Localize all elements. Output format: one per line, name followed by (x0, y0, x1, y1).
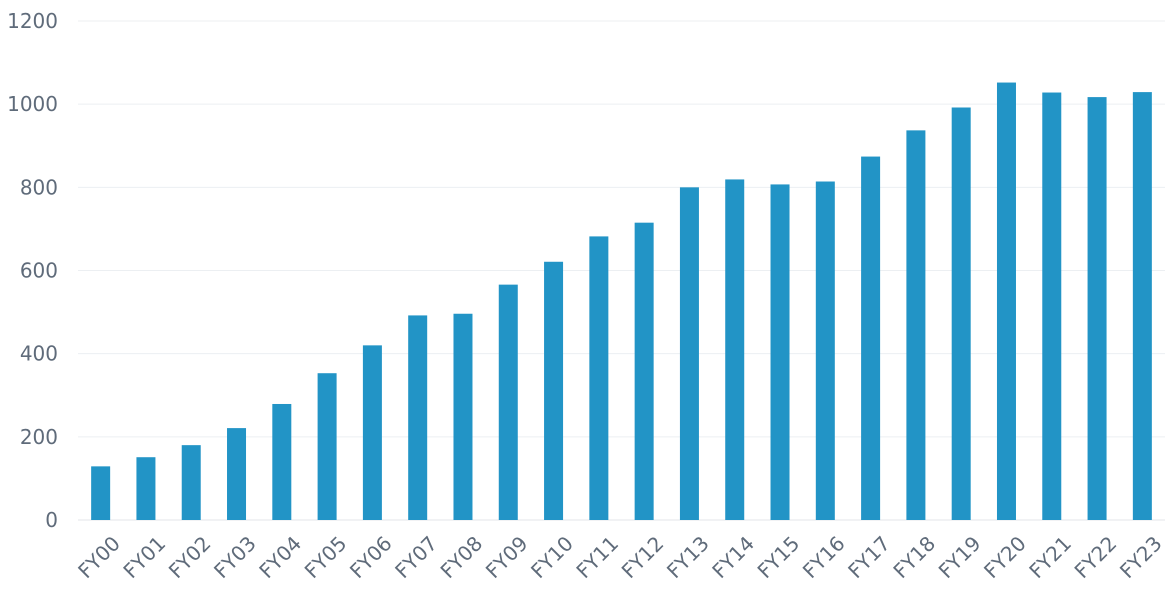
bar-fy11 (589, 236, 609, 520)
x-tick-label: FY22 (1070, 531, 1122, 583)
x-tick-label: FY23 (1115, 531, 1167, 583)
x-tick-label: FY18 (888, 531, 940, 583)
bar-fy13 (679, 187, 699, 521)
x-axis: FY00FY01FY02FY03FY04FY05FY06FY07FY08FY09… (73, 531, 1166, 583)
y-tick-label: 1000 (7, 92, 58, 116)
bar-fy21 (1042, 92, 1062, 521)
bar-fy04 (272, 403, 292, 520)
bar-fy03 (227, 428, 247, 520)
y-tick-label: 0 (45, 508, 58, 532)
y-tick-label: 1200 (7, 9, 58, 33)
x-tick-label: FY03 (209, 531, 261, 583)
bar-fy20 (996, 82, 1016, 520)
x-tick-label: FY11 (571, 531, 623, 583)
bar-fy22 (1087, 97, 1107, 520)
bars (91, 82, 1152, 521)
x-tick-label: FY10 (526, 531, 578, 583)
x-tick-label: FY13 (662, 531, 714, 583)
bar-fy12 (634, 222, 654, 520)
x-tick-label: FY04 (254, 531, 306, 583)
bar-fy09 (498, 284, 518, 520)
x-tick-label: FY08 (436, 531, 488, 583)
bar-fy01 (136, 457, 156, 520)
bar-fy23 (1132, 92, 1152, 521)
bar-fy18 (906, 130, 926, 520)
bar-fy15 (770, 184, 790, 521)
x-tick-label: FY00 (73, 531, 125, 583)
x-tick-label: FY17 (843, 531, 895, 583)
bar-fy05 (317, 373, 337, 520)
y-tick-label: 400 (20, 342, 58, 366)
bar-fy19 (951, 107, 971, 520)
x-tick-label: FY14 (707, 531, 759, 583)
y-axis: 0 200 400 600 800 1000 1200 (7, 9, 58, 532)
bar-fy00 (91, 466, 111, 520)
x-tick-label: FY21 (1024, 531, 1076, 583)
x-tick-label: FY02 (164, 531, 216, 583)
x-tick-label: FY12 (617, 531, 669, 583)
x-tick-label: FY01 (118, 531, 170, 583)
bar-fy08 (453, 313, 473, 520)
bar-fy10 (544, 261, 564, 520)
y-tick-label: 800 (20, 175, 58, 199)
x-tick-label: FY09 (481, 531, 533, 583)
x-tick-label: FY07 (390, 531, 442, 583)
bar-fy07 (408, 315, 428, 520)
bar-fy16 (815, 181, 835, 521)
x-tick-label: FY20 (979, 531, 1031, 583)
bar-fy17 (861, 156, 881, 521)
bar-fy02 (181, 445, 201, 520)
x-tick-label: FY15 (753, 531, 805, 583)
x-tick-label: FY16 (798, 531, 850, 583)
x-tick-label: FY05 (300, 531, 352, 583)
y-tick-label: 600 (20, 259, 58, 283)
x-tick-label: FY19 (934, 531, 986, 583)
y-tick-label: 200 (20, 425, 58, 449)
grid-lines (78, 20, 1165, 521)
x-tick-label: FY06 (345, 531, 397, 583)
bar-fy06 (362, 345, 382, 520)
bar-fy14 (725, 179, 745, 520)
